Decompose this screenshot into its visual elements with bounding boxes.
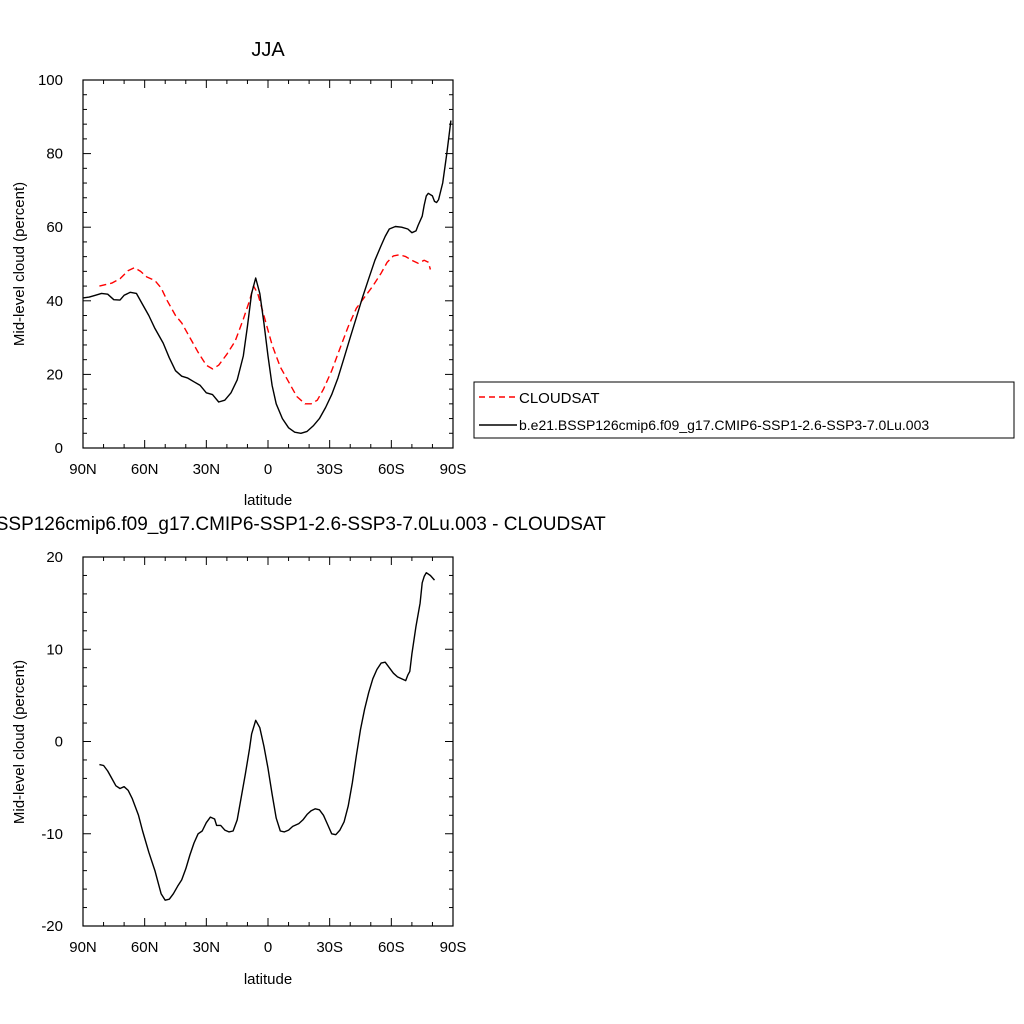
y-tick-label: 100: [38, 72, 63, 89]
series-line-cloudsat: [99, 254, 432, 405]
panel-title: JJA: [251, 39, 285, 61]
plot-frame: [82, 556, 454, 927]
cloud-profile-panel: JJA Mid-level cloud (percent) latitude 9…: [11, 39, 466, 509]
y-axis-label: Mid-level cloud (percent): [11, 182, 28, 346]
x-tick-label: 30S: [316, 461, 343, 478]
y-tick-label: -20: [41, 918, 63, 935]
legend-box: [473, 381, 1015, 439]
series-line-model: [82, 120, 452, 434]
x-tick-label: 0: [264, 939, 272, 956]
y-tick-label: 0: [55, 440, 63, 457]
x-tick-label: 30N: [193, 461, 221, 478]
x-tick-label: 60N: [131, 461, 159, 478]
x-tick-label: 60N: [131, 939, 159, 956]
x-tick-label: 30N: [193, 939, 221, 956]
x-tick-label: 90N: [69, 939, 97, 956]
x-tick-label: 30S: [316, 939, 343, 956]
y-axis-label: Mid-level cloud (percent): [11, 660, 28, 824]
y-tick-label: 60: [46, 219, 63, 236]
plot-frame: [82, 79, 454, 449]
x-tick-label: 90S: [440, 939, 467, 956]
panel-title: b.e21.BSSP126cmip6.f09_g17.CMIP6-SSP1-2.…: [0, 514, 606, 535]
x-tick-label: 60S: [378, 939, 405, 956]
legend-label-cloudsat: CLOUDSAT: [519, 390, 600, 407]
x-axis-label: latitude: [244, 971, 292, 988]
x-tick-label: 90S: [440, 461, 467, 478]
x-axis-label: latitude: [244, 492, 292, 509]
y-tick-label: 0: [55, 734, 63, 751]
y-tick-label: 10: [46, 641, 63, 658]
series-line-difference: [99, 572, 436, 901]
legend-label-model: b.e21.BSSP126cmip6.f09_g17.CMIP6-SSP1-2.…: [519, 417, 929, 433]
difference-panel: b.e21.BSSP126cmip6.f09_g17.CMIP6-SSP1-2.…: [0, 514, 606, 988]
legend: CLOUDSAT b.e21.BSSP126cmip6.f09_g17.CMIP…: [473, 381, 1015, 439]
y-tick-label: -10: [41, 826, 63, 843]
y-tick-label: 40: [46, 293, 63, 310]
y-tick-label: 20: [46, 366, 63, 383]
y-tick-label: 80: [46, 146, 63, 163]
x-tick-label: 60S: [378, 461, 405, 478]
y-tick-label: 20: [46, 549, 63, 566]
x-tick-label: 90N: [69, 461, 97, 478]
x-tick-label: 0: [264, 461, 272, 478]
